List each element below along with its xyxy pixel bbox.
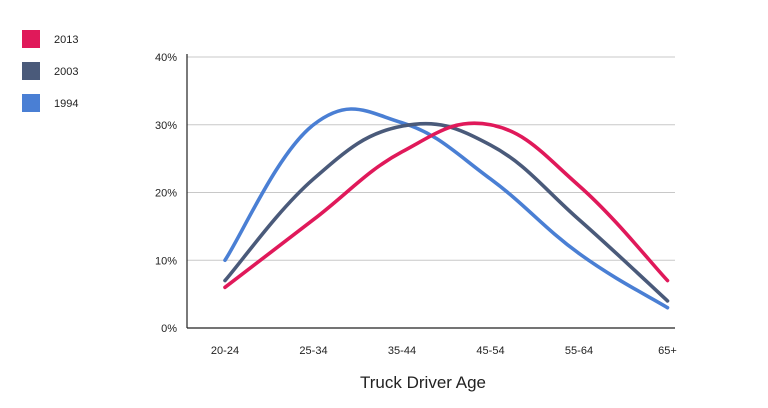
gridlines — [187, 56, 675, 261]
y-tick-label: 10% — [155, 255, 177, 267]
y-tick-label: 40% — [155, 52, 177, 64]
series-line-2003 — [223, 121, 670, 303]
legend-label: 2013 — [54, 34, 78, 46]
legend-swatch-1994 — [22, 94, 40, 112]
legend-label: 2003 — [54, 66, 78, 78]
legend: 2013 2003 1994 — [22, 30, 78, 112]
legend-label: 1994 — [54, 98, 78, 110]
y-tick-label: 20% — [155, 188, 177, 200]
series-line-1994 — [223, 107, 670, 310]
y-tick-label: 0% — [161, 323, 177, 335]
y-tick-label: 30% — [155, 120, 177, 132]
x-tick-label: 20-24 — [211, 345, 239, 357]
legend-swatch-2003 — [22, 62, 40, 80]
x-axis-label: Truck Driver Age — [360, 373, 486, 392]
x-axis-ticks: 20-24 25-34 35-44 45-54 55-64 65+ — [211, 345, 677, 357]
x-tick-label: 45-54 — [476, 345, 504, 357]
x-tick-label: 35-44 — [388, 345, 416, 357]
x-tick-label: 55-64 — [565, 345, 593, 357]
x-tick-label: 25-34 — [299, 345, 327, 357]
legend-swatch-2013 — [22, 30, 40, 48]
series-lines — [223, 107, 670, 310]
series-line-2013 — [223, 121, 670, 290]
y-axis-ticks: 0% 10% 20% 30% 40% — [155, 52, 177, 335]
x-tick-label: 65+ — [658, 345, 677, 357]
